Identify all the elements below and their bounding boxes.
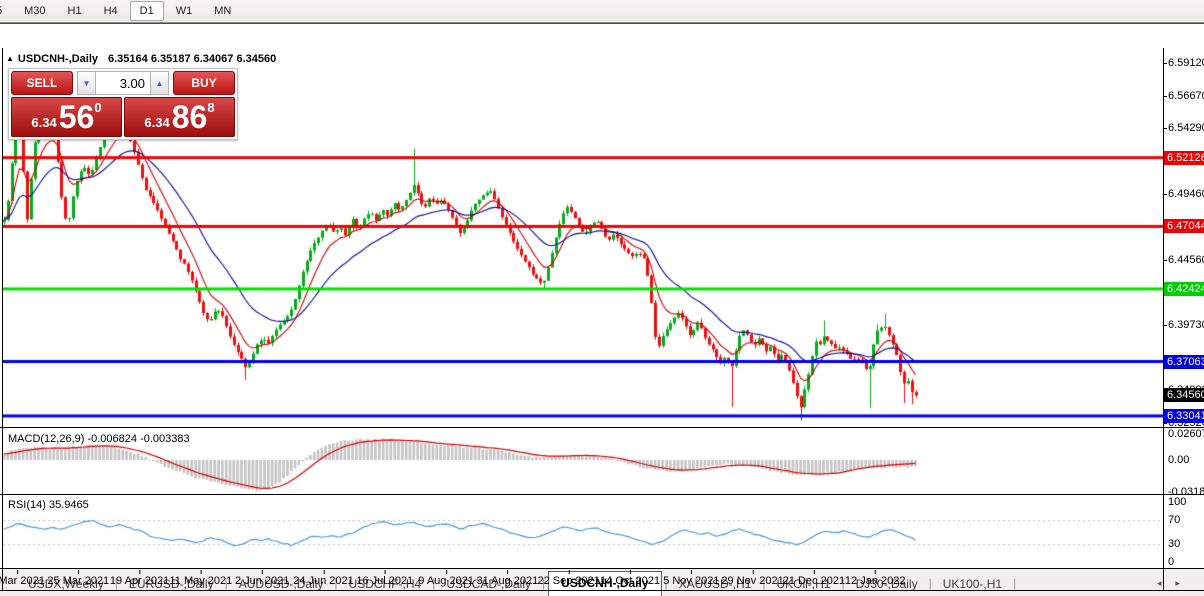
macd-axis-label: 0.02607 <box>1168 428 1204 440</box>
sell-price-pips: 56 <box>58 99 95 135</box>
tab-separator: | <box>664 576 668 590</box>
macd-axis-label: 0.00 <box>1168 454 1190 466</box>
chart-symbol-label: USDCNH-,Daily <box>17 53 98 65</box>
chart-tab-usdchf-h4[interactable]: USDCHF-,H4 <box>348 577 422 591</box>
tab-separator: | <box>334 576 338 590</box>
pane-separator-main-macd[interactable] <box>0 427 1204 428</box>
rsi-axis-label: 30 <box>1168 538 1181 550</box>
timeframe-toolbar: 5 M30 H1 H4 D1 W1 MN <box>0 0 1204 23</box>
date-tick-label: 3 Mar 2021 <box>0 570 45 587</box>
tab-separator: | <box>1013 576 1017 590</box>
price-level-badge: 6.42424 <box>1164 281 1204 296</box>
date-tick-label: 14 Oct 2021 <box>600 570 660 587</box>
chart-tab-xauusd-h1[interactable]: XAUUSD-,H1 <box>678 577 752 591</box>
timeframe-button-mn[interactable]: MN <box>214 5 232 17</box>
buy-price-pips: 86 <box>171 99 208 135</box>
date-tick-label: 25 Mar 2021 <box>47 570 110 587</box>
rsi-indicator-label: RSI(14) 35.9465 <box>8 499 89 511</box>
price-tick-label: 6.56670 <box>1163 91 1204 102</box>
date-tick-label: 31 Aug 2021 <box>476 570 539 587</box>
chart-tab-usdcnh-daily[interactable]: USDCNH-,Daily <box>548 571 662 596</box>
tab-scroll-left-button[interactable]: ◂ <box>1156 578 1176 588</box>
price-tick-label: 6.44560 <box>1163 255 1204 266</box>
price-level-badge: 6.47044 <box>1164 219 1204 234</box>
timeframe-button-d1[interactable]: D1 <box>129 1 164 21</box>
chart-tab-audusd-daily[interactable]: AUDUSD-,Daily <box>238 577 324 591</box>
date-tick-label: 11 May 2021 <box>169 570 233 587</box>
tab-separator: | <box>542 576 546 590</box>
date-tick-label: 2 Jun 2021 <box>234 570 290 587</box>
date-tick-label: 29 Nov 2021 <box>721 570 784 587</box>
rsi-axis-label: 0 <box>1168 556 1175 568</box>
rsi-axis-label: 100 <box>1168 496 1187 508</box>
timeframe-button-w1[interactable]: W1 <box>175 5 193 17</box>
timeframe-button-m30[interactable]: M30 <box>24 5 46 17</box>
timeframe-button-h1[interactable]: H1 <box>67 5 82 17</box>
one-click-trading-panel: SELL ▼ 3.00 ▲ BUY 6.34 56 0 6.34 86 8 <box>8 68 238 140</box>
date-tick-label: 22 Sep 2021 <box>537 570 600 587</box>
price-level-badge: 6.37063 <box>1164 354 1204 369</box>
collapse-triangle-icon[interactable]: ▲ <box>6 54 14 63</box>
date-tick-label: 5 Nov 2021 <box>663 570 720 587</box>
timeframe-button-h4[interactable]: H4 <box>103 5 118 17</box>
buy-price-tile[interactable]: 6.34 86 8 <box>124 97 235 137</box>
date-tick-label: 19 Apr 2021 <box>109 570 170 587</box>
sell-price-prefix: 6.34 <box>31 115 57 130</box>
chart-tab-uk100-h1[interactable]: UK100-,H1 <box>942 577 1003 591</box>
tab-separator: | <box>762 576 766 590</box>
chevron-down-icon: ▼ <box>82 78 91 88</box>
pane-separator-rsi-dates <box>0 568 1204 569</box>
buy-price-pipette: 8 <box>207 100 215 115</box>
price-level-badge: 6.33041 <box>1164 408 1204 423</box>
price-tick-label: 6.59120 <box>1163 58 1204 69</box>
chart-tab-usdcad-daily[interactable]: USDCAD-,Daily <box>446 577 532 591</box>
date-tick-label: 12 Jan 2022 <box>844 570 906 587</box>
sell-price-tile[interactable]: 6.34 56 0 <box>11 97 122 137</box>
tab-scroll-right-button[interactable]: ▸ <box>1175 578 1194 588</box>
macd-indicator-label: MACD(12,26,9) -0.006824 -0.003383 <box>8 433 190 445</box>
price-tick-label: 6.54290 <box>1163 123 1204 134</box>
chart-title: ▲ USDCNH-,Daily 6.35164 6.35187 6.34067 6.… <box>6 53 276 65</box>
date-tick-label: 9 Aug 2021 <box>418 570 474 587</box>
macd-axis-label: -0.03187 <box>1168 485 1204 498</box>
chart-tab-ukoil-h1[interactable]: UKOil-,H1 <box>776 577 831 591</box>
volume-increase-button[interactable]: ▲ <box>150 71 169 95</box>
sell-button[interactable]: SELL <box>11 71 73 95</box>
price-axis-border <box>1163 48 1164 591</box>
rsi-axis-label: 70 <box>1168 514 1181 526</box>
tab-separator: | <box>841 576 845 590</box>
chevron-up-icon: ▲ <box>155 78 164 88</box>
chart-ohlc-values: 6.35164 6.35187 6.34067 6.34560 <box>108 53 277 65</box>
timeframe-button-5[interactable]: 5 <box>0 1 12 21</box>
price-tick-label: 6.49460 <box>1163 188 1204 200</box>
chart-tabbar: USDX,Weekly | EURUSD-,Daily | AUDUSD-,Daily |… <box>0 568 1204 596</box>
tab-separator: | <box>224 576 228 590</box>
price-tick-label: 6.39730 <box>1163 320 1204 331</box>
chart-bottom-border <box>0 590 1204 591</box>
date-tick-label: 24 Jun 2021 <box>293 570 354 587</box>
buy-price-prefix: 6.34 <box>144 115 170 130</box>
sell-price-pipette: 0 <box>94 100 102 115</box>
chart-left-border <box>2 48 3 591</box>
date-tick-label: 16 Jul 2021 <box>356 570 414 587</box>
tab-separator: | <box>114 576 118 590</box>
chart-tab-usdx-weekly[interactable]: USDX,Weekly <box>28 577 104 591</box>
chart-tab-dj30-daily[interactable]: DJ30-,Daily <box>855 577 918 591</box>
buy-button[interactable]: BUY <box>173 71 235 95</box>
tab-separator: | <box>432 576 436 590</box>
price-tick-label: 6.32520 <box>1163 418 1204 429</box>
price-level-badge: 6.52126 <box>1164 150 1204 165</box>
volume-decrease-button[interactable]: ▼ <box>77 71 96 95</box>
date-tick-label: 21 Dec 2021 <box>782 570 846 587</box>
pane-separator-macd-rsi[interactable] <box>0 494 1204 495</box>
volume-input[interactable]: 3.00 <box>96 71 150 95</box>
price-level-badge: 6.34560 <box>1164 388 1204 403</box>
chart-window: ▲ USDCNH-,Daily 6.35164 6.35187 6.34067 6.… <box>0 23 1204 591</box>
tab-separator: | <box>928 576 932 590</box>
chart-tab-eurusd-daily[interactable]: EURUSD-,Daily <box>128 577 214 591</box>
